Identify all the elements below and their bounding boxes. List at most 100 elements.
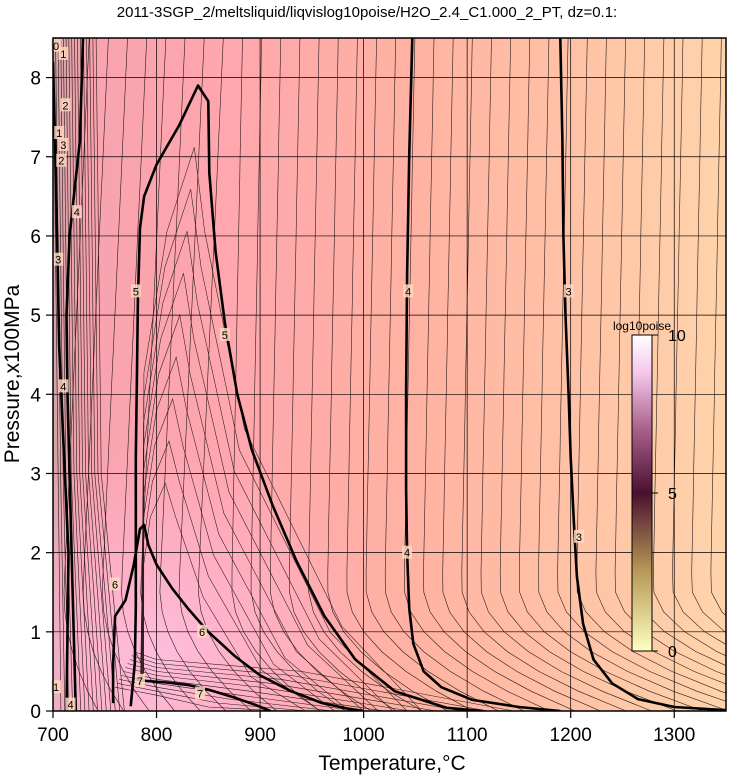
contour-label-background xyxy=(197,624,208,638)
contour-label-background xyxy=(65,697,76,711)
minor-contour-line xyxy=(63,38,99,711)
minor-contour-line xyxy=(197,38,277,711)
minor-contour-line xyxy=(140,38,201,711)
minor-contour-line xyxy=(327,38,448,711)
minor-contour-line xyxy=(102,38,150,711)
contour-label-background xyxy=(60,98,71,112)
contour-label: 1 xyxy=(54,126,65,140)
minor-contour-line xyxy=(127,663,437,711)
contour-label-background xyxy=(58,137,69,151)
minor-contour-line xyxy=(92,38,121,711)
plot-frame xyxy=(52,37,727,712)
contour-label-background xyxy=(58,379,69,393)
contour-label-background xyxy=(54,126,65,140)
minor-contour-line xyxy=(142,231,393,711)
major-contour-3 xyxy=(559,38,726,711)
minor-contour-line xyxy=(140,440,321,711)
contour-label-text: 2 xyxy=(62,100,68,112)
minor-contour-line xyxy=(499,38,678,711)
contour-label: 5 xyxy=(219,327,230,342)
contour-label-text: 7 xyxy=(137,676,143,688)
minor-contour-line xyxy=(82,38,124,711)
contour-label-text: 4 xyxy=(68,700,74,712)
contour-label-text: 4 xyxy=(405,286,411,298)
minor-contour-line xyxy=(614,38,726,676)
y-tick-label: 5 xyxy=(30,306,41,327)
minor-contour-line xyxy=(133,651,514,711)
contour-label-background xyxy=(573,529,584,543)
minor-contour-line xyxy=(250,38,346,711)
major-contour-4 xyxy=(65,38,85,711)
contour-label: 0 xyxy=(51,38,62,53)
major-contours xyxy=(53,38,726,711)
contour-label-text: 4 xyxy=(74,207,80,219)
contour-label: 4 xyxy=(58,379,69,393)
contour-label-text: 1 xyxy=(53,682,59,694)
minor-contour-line xyxy=(80,38,103,711)
major-contour-6 xyxy=(111,523,364,711)
contour-label: 2 xyxy=(56,153,67,168)
minor-contour-line xyxy=(95,38,125,711)
x-axis-ticks: 700 800 900 1000 1100 1200 1300 xyxy=(37,711,695,746)
contour-label: 4 xyxy=(71,205,82,219)
y-tick-label: 8 xyxy=(30,69,41,90)
minor-contour-line xyxy=(346,38,474,711)
y-axis-ticks: 0 1 2 3 4 5 6 7 8 xyxy=(30,69,53,723)
minor-contour-line xyxy=(480,38,652,711)
minor-contour-line xyxy=(141,356,350,711)
contour-label-background xyxy=(53,252,64,266)
minor-contour-line xyxy=(141,314,364,711)
contour-label: 1 xyxy=(58,46,69,61)
minor-contour-line xyxy=(129,659,463,711)
x-tick-label: 900 xyxy=(244,725,276,746)
contour-label-text: 1 xyxy=(56,128,62,140)
contour-label-text: 6 xyxy=(199,627,205,639)
colorbar-ticks: 0 5 10 xyxy=(652,328,686,661)
minor-contour-line xyxy=(672,38,726,645)
contour-label-background xyxy=(71,205,82,219)
x-tick-label: 700 xyxy=(37,725,69,746)
x-tick-label: 800 xyxy=(141,725,173,746)
contour-label: 4 xyxy=(402,545,413,560)
minor-contour-line xyxy=(115,686,281,711)
contour-label: 7 xyxy=(195,686,206,701)
contour-label-background xyxy=(58,46,69,60)
minor-contour-line xyxy=(231,38,321,711)
contour-label-background xyxy=(56,153,67,167)
contour-label-text: 2 xyxy=(58,156,64,168)
minor-contour-line xyxy=(68,38,86,711)
minor-contour-line xyxy=(442,38,601,711)
contour-label-background xyxy=(403,284,414,298)
low-temperature-pink-zone xyxy=(53,38,726,711)
minor-contour-line xyxy=(384,38,525,711)
contour-label-text: 5 xyxy=(133,286,139,298)
colorbar-tick-label: 0 xyxy=(668,644,677,661)
minor-contour-line xyxy=(289,38,397,711)
minor-contour-line xyxy=(140,398,335,711)
contour-label-text: 3 xyxy=(60,140,66,152)
contour-label-background xyxy=(195,686,206,700)
contour-label-background xyxy=(51,38,62,52)
colorbar-gradient xyxy=(631,334,653,652)
colorbar-tick-label: 10 xyxy=(668,328,686,345)
contour-label: 4 xyxy=(403,284,414,298)
minor-contours xyxy=(53,38,726,711)
contour-label: 6 xyxy=(110,577,121,591)
minor-contour-line xyxy=(423,38,576,711)
chart-title: 2011-3SGP_2/meltsliquid/liqvislog10poise… xyxy=(117,4,617,21)
minor-contour-line xyxy=(461,38,627,711)
minor-contour-line xyxy=(518,38,703,711)
minor-contour-line xyxy=(404,38,550,711)
contour-label: 4 xyxy=(65,697,76,712)
major-contour-3 xyxy=(53,61,70,711)
x-tick-label: 1100 xyxy=(447,725,488,746)
contour-label: 6 xyxy=(197,624,208,639)
y-tick-label: 7 xyxy=(30,148,41,169)
contour-label-text: 0 xyxy=(53,41,59,53)
minor-contour-line xyxy=(308,38,423,711)
minor-contour-line xyxy=(131,655,488,711)
x-axis-label: Temperature,°C xyxy=(318,752,465,775)
x-tick-label: 1000 xyxy=(342,725,384,746)
y-tick-label: 0 xyxy=(30,702,41,723)
